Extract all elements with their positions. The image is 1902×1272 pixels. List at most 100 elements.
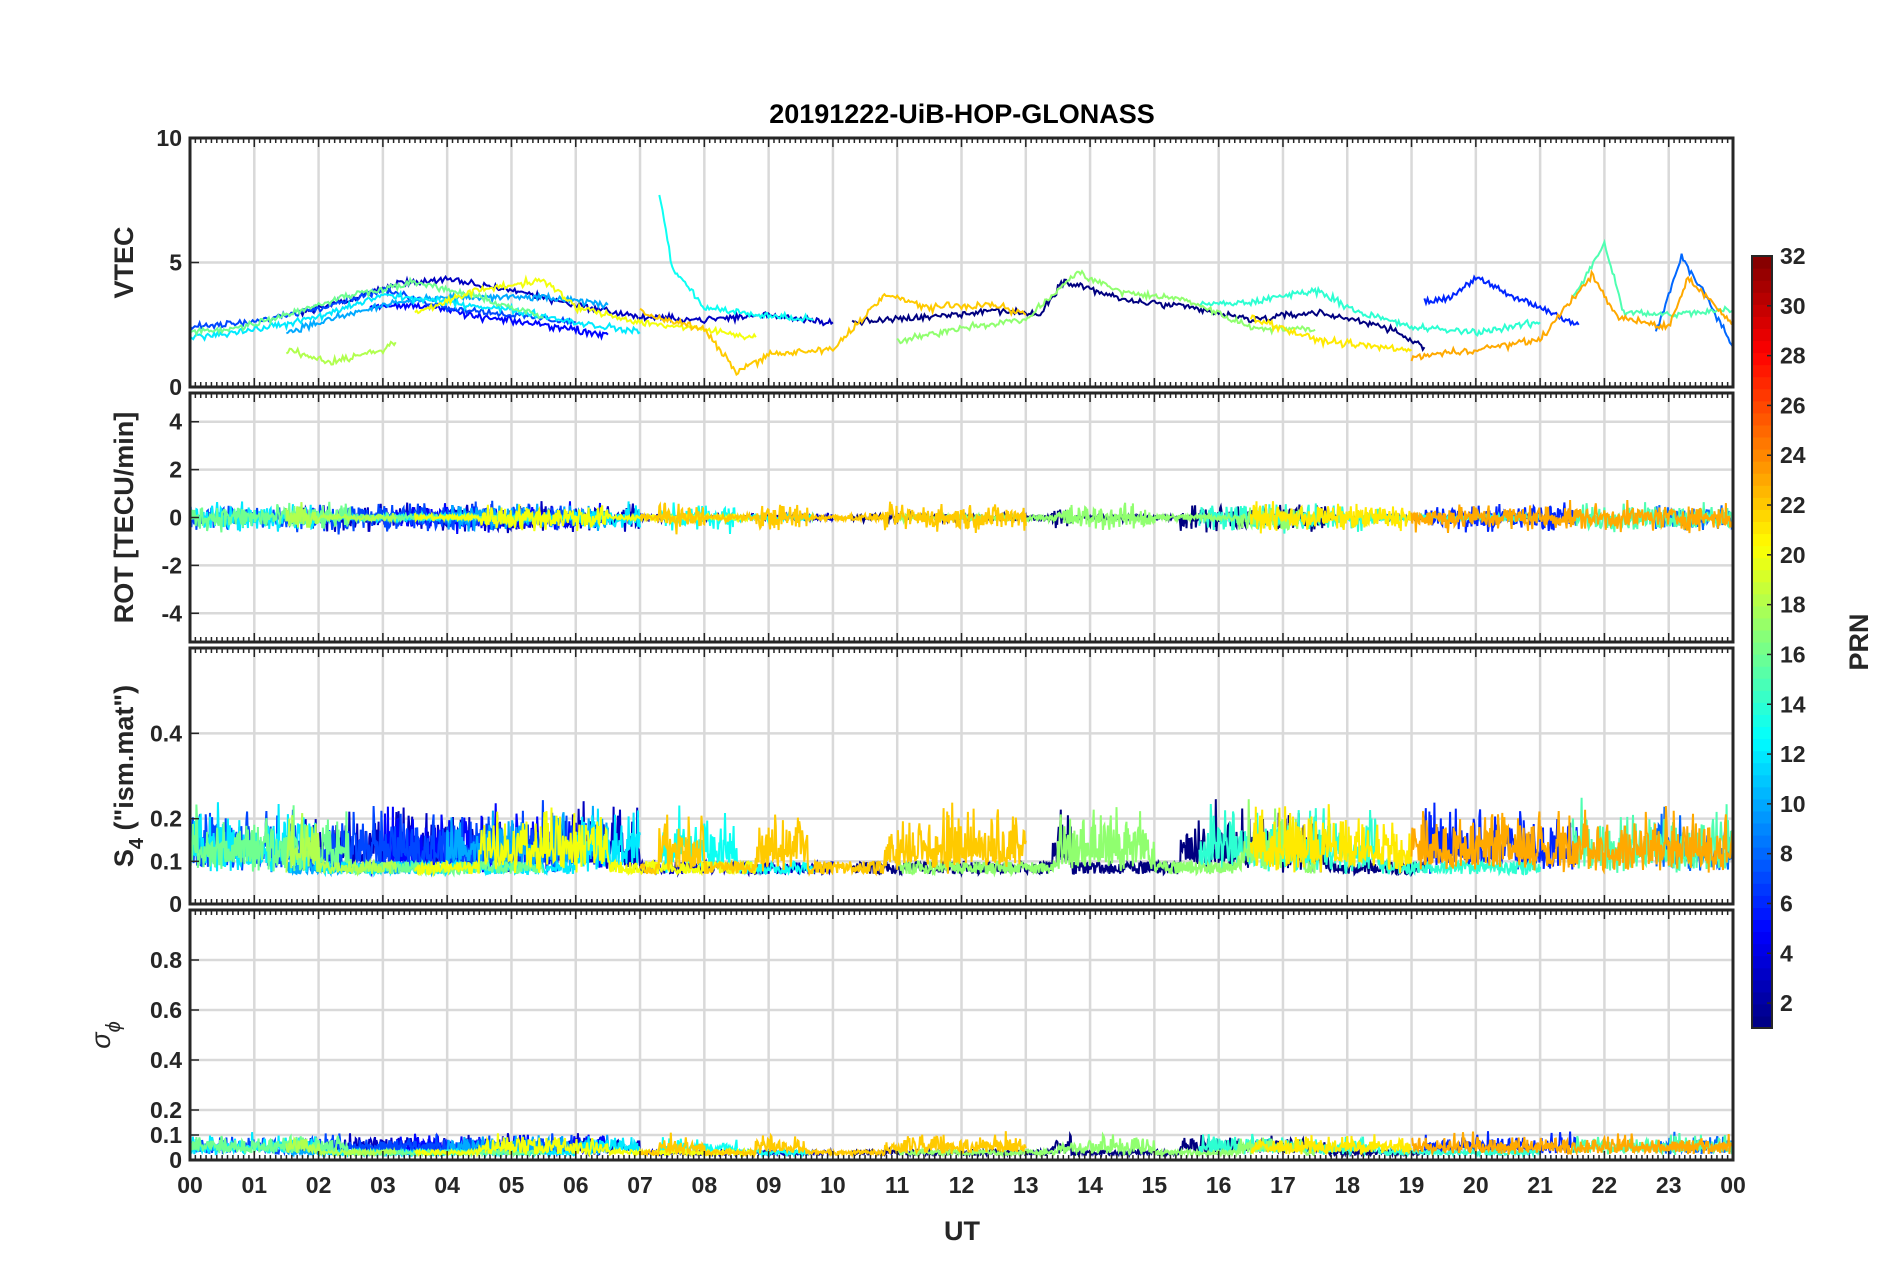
colorbar-swatch — [1752, 895, 1772, 908]
series-prn-20-trace — [414, 1133, 757, 1159]
series-prn-16-trace — [190, 276, 544, 338]
series-prn-22-trace — [639, 501, 1027, 535]
colorbar-swatch — [1752, 642, 1772, 655]
colorbar-swatch — [1752, 605, 1772, 619]
x-tick-label: 03 — [370, 1172, 396, 1198]
x-tick-label: 09 — [756, 1172, 782, 1198]
x-tick-label: 22 — [1592, 1172, 1618, 1198]
colorbar-swatch — [1752, 1015, 1772, 1029]
colorbar-swatch — [1752, 400, 1772, 414]
series-prn-17-trace — [896, 1131, 1316, 1159]
x-tick-label: 04 — [434, 1172, 460, 1198]
colorbar-swatch — [1752, 268, 1772, 281]
colorbar-frame — [1751, 255, 1773, 1029]
series-prn-12-trace — [190, 802, 641, 878]
x-tick-label: 05 — [499, 1172, 525, 1198]
colorbar-swatch — [1752, 666, 1772, 679]
series-prn-21-trace — [1250, 1134, 1413, 1156]
colorbar-tick-label: 4 — [1780, 940, 1793, 966]
colorbar-swatch — [1752, 593, 1772, 607]
colorbar-swatch — [1752, 485, 1772, 498]
colorbar-swatch — [1752, 449, 1772, 462]
y-axis-label-panel-4: σϕ — [86, 1021, 125, 1048]
series-prn-17-trace — [896, 799, 1317, 878]
y-tick-label: 0 — [169, 505, 182, 531]
colorbar-swatch — [1752, 714, 1772, 728]
series-prn-10-trace — [285, 291, 609, 335]
panel-1-traces — [190, 194, 1733, 377]
colorbar-swatch — [1752, 883, 1772, 896]
colorbar-swatch — [1752, 292, 1772, 305]
series-prn-5-trace — [369, 300, 609, 341]
series-prn-23-trace — [1410, 1131, 1733, 1157]
colorbar-swatch — [1752, 388, 1772, 402]
x-tick-label: 07 — [627, 1172, 653, 1198]
x-tick-label: 17 — [1270, 1172, 1296, 1198]
x-tick-label: 01 — [241, 1172, 267, 1198]
series-prn-14-trace — [1198, 285, 1541, 337]
colorbar-swatch — [1752, 509, 1772, 522]
colorbar-swatch — [1752, 545, 1772, 559]
series-prn-21-trace — [1249, 804, 1413, 874]
colorbar-swatch — [1752, 629, 1772, 643]
colorbar-swatch — [1752, 907, 1772, 921]
x-tick-label: 16 — [1206, 1172, 1232, 1198]
x-tick-label: 13 — [1013, 1172, 1039, 1198]
colorbar-tick-label: 18 — [1780, 592, 1806, 618]
series-prn-20-trace — [414, 807, 757, 878]
panel-1: 0 5 10 VTEC — [109, 125, 1735, 400]
x-tick-label: 10 — [820, 1172, 846, 1198]
x-tick-label: 15 — [1142, 1172, 1168, 1198]
x-tick-label: 18 — [1334, 1172, 1360, 1198]
colorbar-swatch — [1752, 919, 1772, 933]
colorbar-tick-label: 30 — [1780, 293, 1806, 319]
y-tick-label: 0.1 — [150, 1122, 182, 1148]
colorbar-swatch — [1752, 364, 1772, 378]
y-tick-label: 0.1 — [150, 848, 182, 874]
series-prn-8-trace — [1654, 253, 1733, 348]
colorbar-swatch — [1752, 991, 1772, 1005]
colorbar-swatch — [1752, 557, 1772, 571]
colorbar-tick-label: 22 — [1780, 492, 1806, 518]
colorbar-swatch — [1752, 967, 1772, 981]
colorbar-swatch — [1752, 1003, 1772, 1017]
series-prn-17-trace — [896, 502, 1317, 531]
colorbar-swatch — [1752, 726, 1772, 740]
x-tick-label: 23 — [1656, 1172, 1682, 1198]
colorbar-swatch — [1752, 424, 1772, 438]
x-tick-label: 21 — [1527, 1172, 1553, 1198]
series-prn-13-trace — [658, 194, 814, 323]
y-tick-label: -2 — [162, 552, 182, 578]
colorbar-swatch — [1752, 340, 1772, 354]
series-prn-18-trace — [285, 1136, 397, 1159]
colorbar-swatch — [1752, 931, 1772, 945]
colorbar-tick-label: 32 — [1780, 243, 1806, 269]
x-tick-label: 12 — [949, 1172, 975, 1198]
colorbar-tick-label: 12 — [1780, 741, 1806, 767]
series-prn-21-trace — [1249, 501, 1413, 534]
colorbar-swatch — [1752, 256, 1772, 269]
colorbar-tick-label: 26 — [1780, 392, 1806, 418]
colorbar-swatch — [1752, 690, 1772, 703]
colorbar-swatch — [1752, 376, 1772, 390]
series-prn-21-trace — [1249, 314, 1412, 353]
colorbar-swatch — [1752, 461, 1772, 474]
series-prn-18-trace — [285, 502, 397, 528]
series-prn-6-trace — [1423, 274, 1580, 327]
series-prn-22-trace — [639, 802, 1027, 878]
series-prn-23-trace — [1410, 499, 1733, 534]
colorbar-swatch — [1752, 774, 1772, 788]
x-tick-label: 14 — [1077, 1172, 1103, 1198]
y-tick-label: 4 — [169, 409, 182, 435]
colorbar-swatch — [1752, 859, 1772, 872]
x-tick-label: 00 — [177, 1172, 203, 1198]
colorbar-swatch — [1752, 328, 1772, 342]
x-tick-label: 19 — [1399, 1172, 1425, 1198]
y-tick-label: 10 — [156, 125, 182, 151]
y-axis-label-panel-2: ROT [TECU/min] — [109, 412, 139, 623]
x-tick-label: 02 — [306, 1172, 332, 1198]
series-prn-18-trace — [285, 813, 397, 877]
y-tick-label: 0.2 — [150, 806, 182, 832]
colorbar-swatch — [1752, 533, 1772, 547]
